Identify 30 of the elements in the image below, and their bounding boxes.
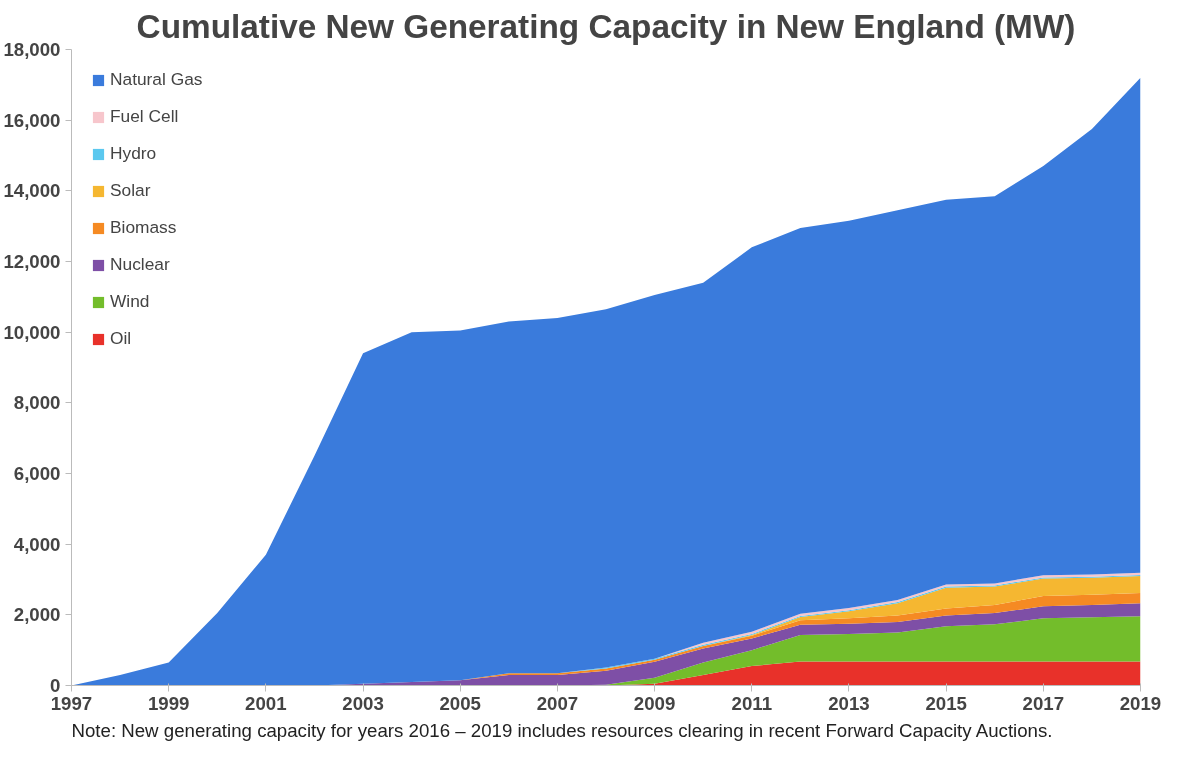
- chart-title: Cumulative New Generating Capacity in New England (MW): [136, 7, 1076, 45]
- legend-label: Wind: [110, 291, 150, 312]
- x-tick-label: 2001: [245, 692, 287, 714]
- x-tick-label: 2015: [925, 692, 967, 714]
- legend-label: Hydro: [110, 143, 157, 164]
- y-tick-label: 6,000: [13, 463, 61, 484]
- legend-label: Nuclear: [110, 254, 170, 275]
- legend-label: Fuel Cell: [110, 106, 179, 127]
- x-tick-label: 2017: [1022, 692, 1065, 714]
- y-tick-label: 18,000: [3, 39, 61, 60]
- y-tick-label: 4,000: [13, 533, 61, 555]
- legend-label: Solar: [110, 180, 151, 201]
- x-tick-label: 2011: [731, 692, 773, 714]
- x-tick-label: 2013: [828, 692, 870, 714]
- y-tick-label: 14,000: [3, 180, 61, 202]
- x-tick-label: 2009: [633, 692, 676, 714]
- y-tick-label: 16,000: [3, 109, 61, 131]
- y-tick-label: 12,000: [3, 251, 61, 272]
- x-tick-label: 2007: [536, 692, 579, 714]
- legend-label: Biomass: [110, 217, 177, 238]
- y-tick-label: 2,000: [13, 604, 61, 626]
- text: Note: New generating capacity for years 2016 – 2019 includes resources clearing in recent Forward Capacity Auctions.: [71, 719, 1053, 741]
- x-tick-label: 2003: [342, 692, 384, 714]
- x-tick-label: 2005: [439, 692, 481, 714]
- y-tick-label: 10,000: [3, 321, 61, 343]
- legend-label: Oil: [110, 328, 132, 349]
- y-tick-label: 8,000: [13, 392, 61, 414]
- legend-label: Natural Gas: [110, 69, 203, 90]
- x-tick-label: 2019: [1119, 692, 1162, 714]
- x-tick-label: 1999: [147, 692, 190, 714]
